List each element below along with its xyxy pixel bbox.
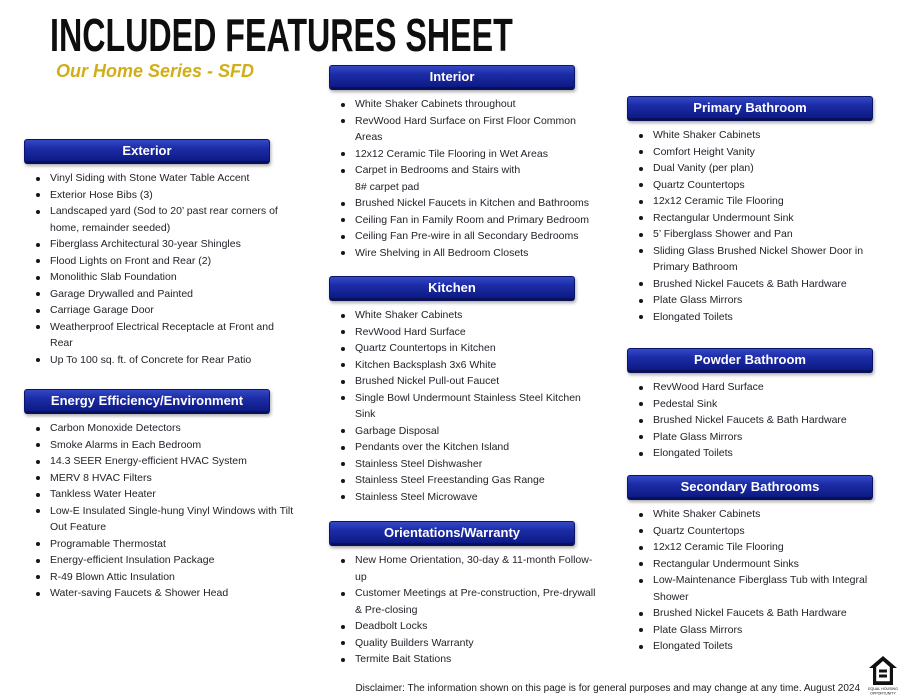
section-orientations-warranty: Orientations/Warranty New Home Orientati… [329,521,595,668]
feature-item: Tankless Water Heater [24,486,296,503]
feature-item: Water-saving Faucets & Shower Head [24,585,296,602]
feature-item: White Shaker Cabinets throughout [329,96,601,113]
feature-item: 12x12 Ceramic Tile Flooring in Wet Areas [329,146,601,163]
feature-list-orientations-warranty: New Home Orientation, 30-day & 11-month … [329,552,601,668]
feature-item: Wire Shelving in All Bedroom Closets [329,245,601,262]
feature-item: Vinyl Siding with Stone Water Table Acce… [24,170,296,187]
feature-item: Single Bowl Undermount Stainless Steel K… [329,390,601,423]
feature-item: Programable Thermostat [24,536,296,553]
feature-item: Low-E Insulated Single-hung Vinyl Window… [24,503,296,536]
feature-item: Exterior Hose Bibs (3) [24,187,296,204]
feature-item: Dual Vanity (per plan) [627,160,899,177]
feature-list-energy-efficiency: Carbon Monoxide Detectors Smoke Alarms in… [24,420,296,602]
feature-item: Rectangular Undermount Sinks [627,556,899,573]
feature-item: New Home Orientation, 30-day & 11-month … [329,552,601,585]
feature-item: Comfort Height Vanity [627,144,899,161]
section-header-primary-bathroom: Primary Bathroom [627,96,873,121]
feature-item: Kitchen Backsplash 3x6 White [329,357,601,374]
feature-item: Plate Glass Mirrors [627,292,899,309]
feature-item: 14.3 SEER Energy-efficient HVAC System [24,453,296,470]
feature-item: Sliding Glass Brushed Nickel Shower Door… [627,243,899,276]
feature-item: Up To 100 sq. ft. of Concrete for Rear P… [24,352,296,369]
feature-item: RevWood Hard Surface [627,379,899,396]
feature-item: Monolithic Slab Foundation [24,269,296,286]
svg-text:EQUAL HOUSING: EQUAL HOUSING [868,687,898,691]
svg-text:OPPORTUNITY: OPPORTUNITY [870,691,896,695]
feature-item: Carbon Monoxide Detectors [24,420,296,437]
feature-item: Stainless Steel Freestanding Gas Range [329,472,601,489]
feature-item: Ceiling Fan Pre-wire in all Secondary Be… [329,228,601,245]
section-kitchen: Kitchen White Shaker Cabinets RevWood Har… [329,276,581,505]
feature-item: Plate Glass Mirrors [627,622,899,639]
feature-item: Carpet in Bedrooms and Stairs with 8# ca… [329,162,601,195]
section-header-orientations-warranty: Orientations/Warranty [329,521,575,546]
feature-item: Elongated Toilets [627,638,899,655]
feature-item: Deadbolt Locks [329,618,601,635]
section-header-interior: Interior [329,65,575,90]
feature-list-kitchen: White Shaker Cabinets RevWood Hard Surfac… [329,307,601,505]
section-exterior: Exterior Vinyl Siding with Stone Water T… [24,139,278,368]
feature-item: Weatherproof Electrical Receptacle at Fr… [24,319,296,352]
feature-list-secondary-bathrooms: White Shaker Cabinets Quartz Countertops 1… [627,506,899,655]
feature-item: White Shaker Cabinets [329,307,601,324]
feature-item: Brushed Nickel Faucets in Kitchen and Ba… [329,195,601,212]
feature-item: Flood Lights on Front and Rear (2) [24,253,296,270]
feature-item: White Shaker Cabinets [627,506,899,523]
disclaimer-text: Disclaimer: The information shown on thi… [355,683,860,694]
feature-item: Stainless Steel Dishwasher [329,456,601,473]
equal-housing-opportunity-icon: EQUAL HOUSING OPPORTUNITY [868,655,898,697]
feature-item: Brushed Nickel Faucets & Bath Hardware [627,605,899,622]
section-powder-bathroom: Powder Bathroom RevWood Hard Surface Pede… [627,348,873,462]
feature-item: Stainless Steel Microwave [329,489,601,506]
section-header-energy-efficiency: Energy Efficiency/Environment [24,389,270,414]
feature-item: Brushed Nickel Faucets & Bath Hardware [627,412,899,429]
feature-item: Fiberglass Architectural 30-year Shingle… [24,236,296,253]
section-primary-bathroom: Primary Bathroom White Shaker Cabinets Co… [627,96,873,325]
feature-item: 12x12 Ceramic Tile Flooring [627,539,899,556]
feature-item: RevWood Hard Surface [329,324,601,341]
page-subtitle: Our Home Series - SFD [56,61,255,81]
section-interior: Interior White Shaker Cabinets throughou… [329,65,589,261]
section-header-powder-bathroom: Powder Bathroom [627,348,873,373]
feature-item: Energy-efficient Insulation Package [24,552,296,569]
feature-list-interior: White Shaker Cabinets throughout RevWood … [329,96,601,261]
feature-item: R-49 Blown Attic Insulation [24,569,296,586]
feature-item: Brushed Nickel Faucets & Bath Hardware [627,276,899,293]
feature-item: White Shaker Cabinets [627,127,899,144]
feature-item: Ceiling Fan in Family Room and Primary B… [329,212,601,229]
feature-item: Customer Meetings at Pre-construction, P… [329,585,601,618]
section-header-exterior: Exterior [24,139,270,164]
feature-item: Pendants over the Kitchen Island [329,439,601,456]
feature-list-powder-bathroom: RevWood Hard Surface Pedestal Sink Brushed… [627,379,899,462]
feature-item: Quality Builders Warranty [329,635,601,652]
feature-item: Quartz Countertops [627,177,899,194]
feature-item: Plate Glass Mirrors [627,429,899,446]
feature-item: Quartz Countertops in Kitchen [329,340,601,357]
feature-list-exterior: Vinyl Siding with Stone Water Table Acce… [24,170,296,368]
feature-list-primary-bathroom: White Shaker Cabinets Comfort Height Vani… [627,127,899,325]
feature-item: Pedestal Sink [627,396,899,413]
section-header-kitchen: Kitchen [329,276,575,301]
feature-item: 12x12 Ceramic Tile Flooring [627,193,899,210]
feature-item: Termite Bait Stations [329,651,601,668]
feature-item: MERV 8 HVAC Filters [24,470,296,487]
feature-item: Elongated Toilets [627,445,899,462]
feature-item: 5’ Fiberglass Shower and Pan [627,226,899,243]
section-secondary-bathrooms: Secondary Bathrooms White Shaker Cabinet… [627,475,873,655]
feature-item: Garbage Disposal [329,423,601,440]
feature-item: Garage Drywalled and Painted [24,286,296,303]
feature-item: Low-Maintenance Fiberglass Tub with Inte… [627,572,899,605]
feature-item: Brushed Nickel Pull-out Faucet [329,373,601,390]
feature-item: Rectangular Undermount Sink [627,210,899,227]
feature-item: Smoke Alarms in Each Bedroom [24,437,296,454]
feature-item: Elongated Toilets [627,309,899,326]
section-energy-efficiency: Energy Efficiency/Environment Carbon Mon… [24,389,293,602]
feature-item: Carriage Garage Door [24,302,296,319]
page-title: INCLUDED FEATURES SHEET [50,9,513,61]
feature-item: Landscaped yard (Sod to 20’ past rear co… [24,203,296,236]
feature-item: RevWood Hard Surface on First Floor Comm… [329,113,601,146]
section-header-secondary-bathrooms: Secondary Bathrooms [627,475,873,500]
feature-item: Quartz Countertops [627,523,899,540]
